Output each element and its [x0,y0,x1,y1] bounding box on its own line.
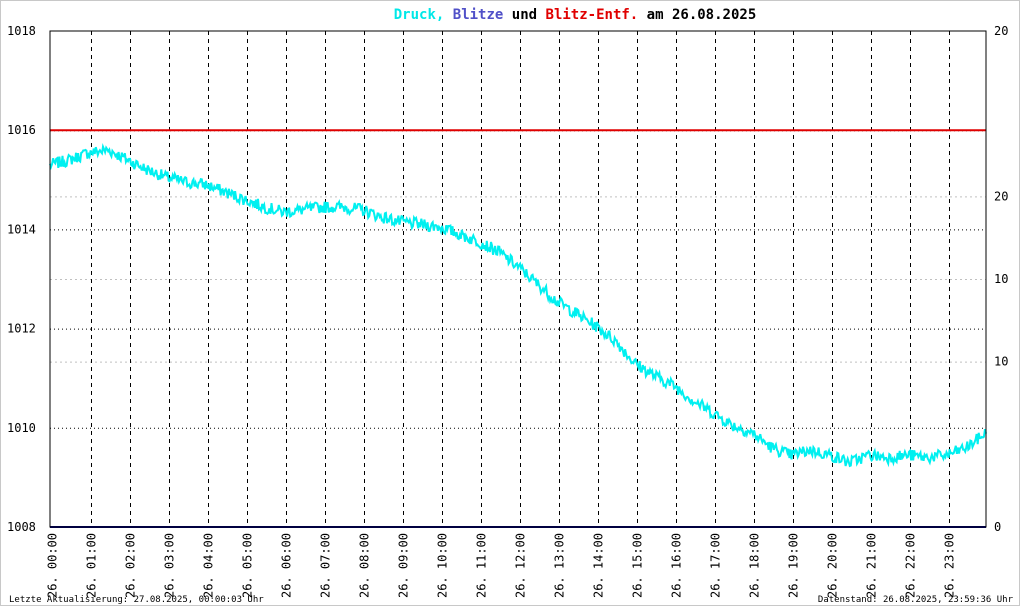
data-lines [49,129,987,528]
y-axis-right: 20 20 10 10 0 [994,24,1008,534]
title-space-3 [537,7,545,23]
x-tick-label: 26. 17:00 [709,533,723,598]
y-right-tick-label: 20 [994,189,1008,203]
title-entf: Blitz-Entf. [546,7,639,23]
x-tick-label: 26. 20:00 [826,533,840,598]
title-space-1 [444,7,452,23]
title-druck: Druck, [394,7,445,23]
x-tick-label: 26. 09:00 [397,533,411,598]
title-space-2 [503,7,511,23]
y-right-tick-label: 0 [994,520,1001,534]
y-left-tick-label: 1008 [7,520,36,534]
x-tick-label: 26. 19:00 [787,533,801,598]
x-tick-label: 26. 00:00 [46,533,60,598]
x-tick-label: 26. 03:00 [163,533,177,598]
y-left-tick-label: 1014 [7,222,36,236]
x-tick-label: 26. 10:00 [436,533,450,598]
title-und: und [512,7,537,23]
y-left-tick-label: 1012 [7,322,36,336]
x-tick-label: 26. 12:00 [514,533,528,598]
title-blitze: Blitze [453,7,504,23]
x-tick-label: 26. 07:00 [319,533,333,598]
x-tick-label: 26. 13:00 [553,533,567,598]
x-tick-label: 26. 16:00 [670,533,684,598]
y-right-tick-label: 20 [994,24,1008,38]
footer-last-update: Letzte Aktualisierung: 27.08.2025, 00:00… [9,595,264,605]
y-left-tick-label: 1016 [7,123,36,137]
pressure-series-line [49,142,987,468]
x-tick-label: 26. 15:00 [631,533,645,598]
x-tick-label: 26. 21:00 [865,533,879,598]
chart-title: Druck, Blitze und Blitz-Entf. am 26.08.2… [394,7,757,23]
x-tick-label: 26. 01:00 [85,533,99,598]
x-tick-label: 26. 18:00 [748,533,762,598]
x-tick-label: 26. 08:00 [358,533,372,598]
x-axis: 26. 00:00 26. 01:00 26. 02:00 26. 03:00 26. … [46,533,957,598]
x-tick-label: 26. 22:00 [904,533,918,598]
grid [50,31,986,527]
x-tick-label: 26. 11:00 [475,533,489,598]
y-left-tick-label: 1010 [7,421,36,435]
y-right-tick-label: 10 [994,355,1008,369]
x-tick-label: 26. 04:00 [202,533,216,598]
title-date: am 26.08.2025 [647,7,757,23]
title-space-4 [638,7,646,23]
x-tick-label: 26. 14:00 [592,533,606,598]
footer-data-status: Datenstand: 26.08.2025, 23:59:36 Uhr [818,595,1014,605]
plot-border [49,30,987,528]
y-right-tick-label: 10 [994,272,1008,286]
x-tick-label: 26. 06:00 [280,533,294,598]
y-left-tick-label: 1018 [7,24,36,38]
x-tick-label: 26. 05:00 [241,533,255,598]
x-tick-label: 26. 02:00 [124,533,138,598]
x-tick-label: 26. 23:00 [943,533,957,598]
y-axis-left: 1008 1010 1012 1014 1016 1018 [7,24,36,534]
